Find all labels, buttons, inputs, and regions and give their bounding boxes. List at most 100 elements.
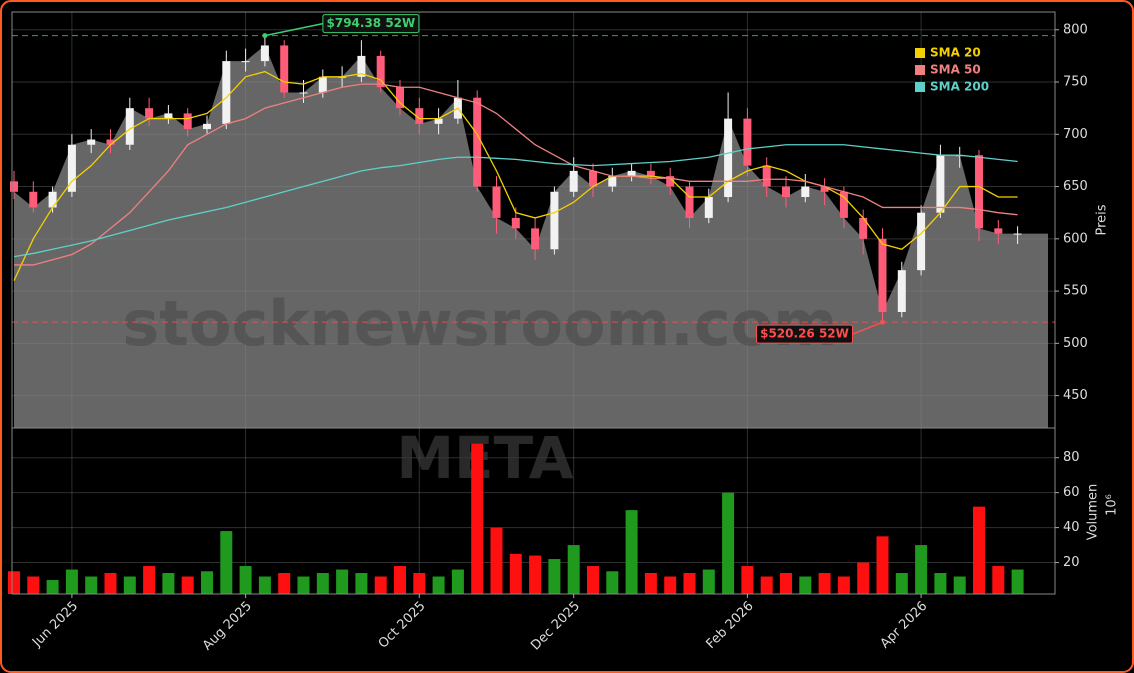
volume-bar <box>490 527 503 594</box>
volume-bar <box>760 576 773 594</box>
annotation-arrowhead <box>880 319 885 325</box>
volume-bar <box>85 576 98 594</box>
volume-bar <box>239 566 252 594</box>
y-tick-label: 650 <box>1063 179 1088 194</box>
candle-body <box>666 176 675 187</box>
volume-bar <box>722 492 735 594</box>
candle-body <box>1013 233 1022 235</box>
candle-body <box>859 217 868 239</box>
candle-body <box>357 55 366 77</box>
legend-label: SMA 20 <box>930 46 981 60</box>
volume-bar <box>644 573 657 594</box>
volume-bar <box>567 545 580 594</box>
annotation-label: $520.26 52W <box>760 327 849 341</box>
sma-line <box>14 83 1018 266</box>
candle-body <box>936 155 945 213</box>
volume-bar <box>104 573 117 594</box>
candle-body <box>164 113 173 119</box>
volume-bar <box>702 569 715 594</box>
ticker-watermark: META <box>396 424 573 492</box>
volume-bar <box>837 576 850 594</box>
annotation-arrow <box>264 22 324 37</box>
sma-line <box>13 70 1018 281</box>
candle-body <box>511 217 520 229</box>
volume-bar <box>336 569 349 594</box>
candle-body <box>183 113 192 130</box>
candle-body <box>724 118 733 198</box>
candle-body <box>589 170 597 187</box>
volume-bar <box>992 566 1005 594</box>
y-tick-label: 60 <box>1063 485 1080 500</box>
candle-body <box>685 186 694 218</box>
volume-bar <box>606 571 619 594</box>
volume-bar <box>548 559 561 594</box>
volume-bar <box>432 576 445 594</box>
volume-bar <box>394 566 406 594</box>
candle-body <box>106 139 115 145</box>
volume-bar <box>876 536 889 594</box>
candle-body <box>531 228 540 250</box>
candle-body <box>260 45 269 62</box>
candle-body <box>10 181 18 192</box>
candle-body <box>241 61 250 63</box>
volume-bar <box>278 573 291 594</box>
candle-body <box>67 144 76 192</box>
volume-bar <box>451 569 464 594</box>
volume-bar <box>857 562 870 594</box>
candle-body <box>29 191 38 208</box>
volume-bar <box>915 545 928 594</box>
candle-body <box>376 55 385 88</box>
candle-body <box>415 108 424 124</box>
candle-body <box>782 186 790 198</box>
y-tick-label: 550 <box>1063 284 1088 299</box>
candle-body <box>318 76 327 93</box>
volume-bar <box>413 573 426 594</box>
candle-body <box>608 176 617 187</box>
candle-body <box>280 45 289 93</box>
candle-body <box>203 123 211 130</box>
candle-body <box>550 191 559 250</box>
volume-bar <box>220 531 233 594</box>
volume-bar <box>1011 569 1024 594</box>
y-tick-label: 700 <box>1063 127 1088 142</box>
price-axis-label: Preis <box>1095 204 1110 235</box>
candle-body <box>646 170 655 177</box>
y-tick-label: 40 <box>1063 520 1080 535</box>
candle-body <box>839 191 848 218</box>
candle-body <box>396 87 404 109</box>
legend-label: SMA 50 <box>930 63 981 77</box>
candle-body <box>434 118 443 124</box>
volume-bar <box>471 443 484 594</box>
volume-unit: 10⁶ <box>1105 494 1120 516</box>
volume-bar <box>27 576 40 594</box>
candle-body <box>801 186 810 198</box>
candle-body <box>87 139 96 145</box>
candle-body <box>994 228 1003 234</box>
volume-bar <box>258 576 271 594</box>
volume-bar <box>799 576 812 594</box>
candle-body <box>299 92 308 94</box>
volume-bar <box>529 555 542 594</box>
candle-body <box>704 197 713 218</box>
annotation-arrowhead <box>262 33 268 39</box>
volume-bar <box>587 566 599 594</box>
volume-bar <box>316 573 329 594</box>
watermark: stocknewsroom.com <box>122 287 837 360</box>
y-tick-label: 20 <box>1063 555 1080 570</box>
legend-swatch <box>915 65 925 75</box>
annotation-box <box>756 324 853 344</box>
candle-body <box>917 212 926 271</box>
volume-bar <box>162 573 175 594</box>
y-tick-label: 80 <box>1063 450 1080 465</box>
volume-bar <box>895 573 908 594</box>
annotation-box <box>322 14 420 34</box>
candle-body <box>897 270 906 312</box>
candle-body <box>743 118 752 166</box>
y-tick-label: 800 <box>1063 22 1088 37</box>
y-tick-label: 450 <box>1063 388 1088 403</box>
volume-bar <box>741 566 754 594</box>
volume-frame <box>11 427 1056 595</box>
sma-line <box>13 144 1018 258</box>
candle-body <box>820 186 829 192</box>
candle-body <box>762 165 771 187</box>
